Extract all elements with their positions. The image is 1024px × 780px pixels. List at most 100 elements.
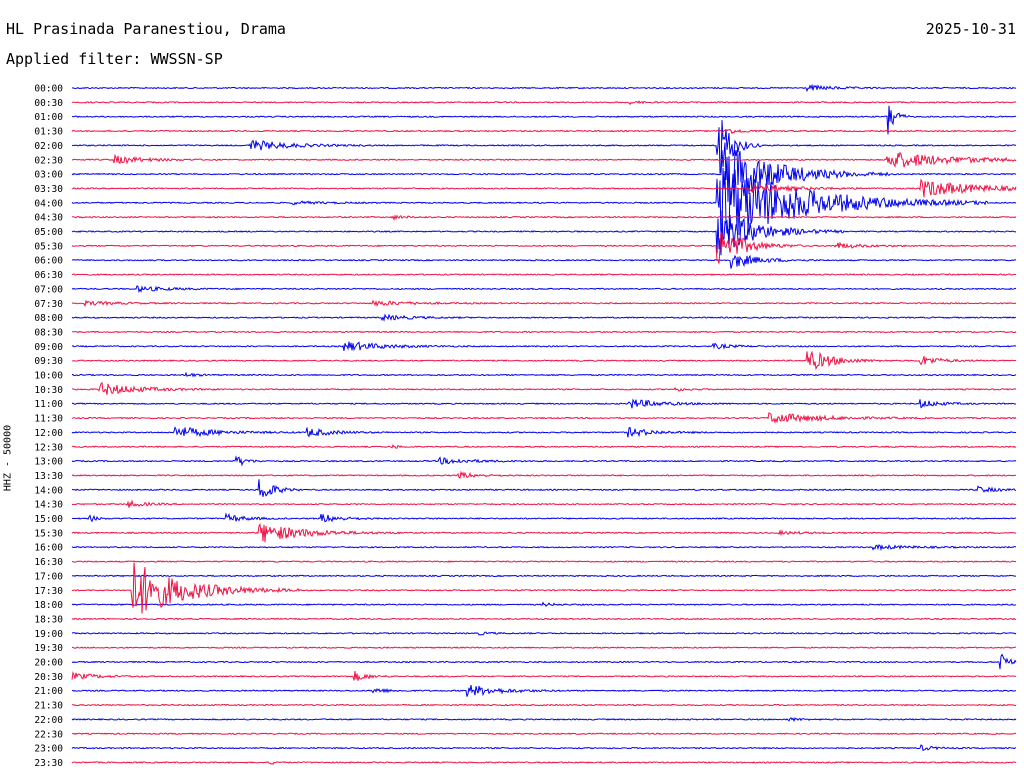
trace-line-1800 (71, 601, 1017, 607)
time-label: 13:30 (34, 471, 63, 482)
time-label: 21:30 (34, 701, 63, 712)
time-label: 06:00 (34, 256, 63, 267)
trace-line-0030 (71, 100, 1017, 106)
trace-line-0100 (71, 105, 1017, 135)
time-label: 00:30 (34, 98, 63, 109)
trace-line-1200 (71, 426, 1017, 438)
trace-line-0700 (71, 285, 1017, 293)
trace-line-1400 (71, 479, 1017, 497)
time-label: 03:00 (34, 170, 63, 181)
trace-line-0330 (71, 178, 1017, 198)
time-label: 01:30 (34, 127, 63, 138)
trace-line-1600 (71, 544, 1017, 552)
trace-line-1930 (71, 646, 1017, 649)
time-label: 19:30 (34, 643, 63, 654)
time-label: 20:30 (34, 672, 63, 683)
trace-line-2130 (71, 703, 1017, 707)
trace-line-0230 (71, 151, 1017, 168)
time-label: 06:30 (34, 270, 63, 281)
time-label: 08:30 (34, 327, 63, 338)
trace-line-1030 (71, 381, 1017, 395)
time-label: 11:00 (34, 399, 63, 410)
trace-line-1900 (71, 631, 1017, 636)
time-label: 20:00 (34, 658, 63, 669)
trace-line-0930 (71, 350, 1017, 371)
time-label: 04:00 (34, 198, 63, 209)
trace-line-0430 (71, 214, 1017, 221)
time-label: 22:00 (34, 715, 63, 726)
trace-line-0500 (71, 210, 1017, 256)
time-tick-labels: 00:00 00:30 01:00 01:30 02:00 02:30 03:00 03:30… (34, 84, 63, 769)
trace-line-1330 (71, 470, 1017, 479)
trace-line-1830 (71, 617, 1017, 621)
time-label: 07:00 (34, 284, 63, 295)
time-label: 05:30 (34, 241, 63, 252)
time-label: 16:00 (34, 543, 63, 554)
trace-line-0900 (71, 341, 1017, 352)
time-label: 21:00 (34, 686, 63, 697)
filter-label: Applied filter: WWSSN-SP (6, 50, 223, 68)
time-label: 07:30 (34, 299, 63, 310)
time-label: 22:30 (34, 729, 63, 740)
time-label: 08:00 (34, 313, 63, 324)
time-label: 17:00 (34, 571, 63, 582)
trace-line-0600 (71, 254, 1017, 269)
trace-line-0630 (71, 273, 1017, 276)
time-label: 23:00 (34, 744, 63, 755)
time-label: 10:00 (34, 371, 63, 382)
trace-line-1430 (71, 499, 1017, 508)
trace-line-1130 (71, 412, 1017, 424)
time-label: 14:30 (34, 500, 63, 511)
trace-line-0130 (71, 128, 1017, 135)
time-label: 16:30 (34, 557, 63, 568)
trace-line-2230 (71, 732, 1017, 736)
trace-line-0830 (72, 330, 1017, 334)
time-label: 17:30 (34, 586, 63, 597)
trace-lines (71, 83, 1017, 765)
time-label: 13:00 (34, 457, 63, 468)
time-label: 03:30 (34, 184, 63, 195)
date-label: 2025-10-31 (925, 20, 1016, 38)
time-label: 15:30 (34, 528, 63, 539)
trace-line-0730 (71, 299, 1017, 308)
time-label: 11:30 (34, 414, 63, 425)
trace-line-1730 (71, 562, 1017, 614)
time-label: 02:30 (34, 155, 63, 166)
trace-line-1530 (71, 522, 1017, 543)
time-label: 18:30 (34, 614, 63, 625)
station-title: HL Prasinada Paranestiou, Drama (6, 20, 286, 38)
trace-line-1630 (71, 560, 1017, 563)
time-label: 02:00 (34, 141, 63, 152)
trace-line-2000 (71, 653, 1017, 670)
time-label: 01:00 (34, 112, 63, 123)
trace-line-1100 (71, 398, 1017, 409)
trace-line-2200 (71, 716, 1017, 723)
trace-line-1700 (71, 574, 1017, 578)
trace-line-1000 (71, 371, 1017, 378)
trace-line-2300 (71, 744, 1017, 751)
trace-line-0800 (71, 313, 1017, 322)
time-label: 04:30 (34, 213, 63, 224)
trace-line-0400 (71, 167, 1017, 245)
time-label: 23:30 (34, 758, 63, 769)
time-label: 10:30 (34, 385, 63, 396)
time-label: 00:00 (34, 84, 63, 95)
time-label: 12:00 (34, 428, 63, 439)
trace-line-2330 (71, 761, 1017, 765)
trace-line-1500 (71, 512, 1017, 523)
time-label: 14:00 (34, 485, 63, 496)
trace-line-0200 (71, 120, 1017, 175)
trace-line-0530 (71, 230, 1017, 264)
time-label: 09:30 (34, 356, 63, 367)
time-label: 12:30 (34, 442, 63, 453)
time-label: 05:00 (34, 227, 63, 238)
trace-line-1230 (71, 443, 1017, 449)
trace-line-2100 (71, 685, 1017, 697)
trace-line-2030 (71, 671, 1017, 681)
trace-line-1300 (71, 455, 1017, 467)
time-label: 15:00 (34, 514, 63, 525)
trace-line-0000 (71, 83, 1017, 93)
time-label: 09:00 (34, 342, 63, 353)
